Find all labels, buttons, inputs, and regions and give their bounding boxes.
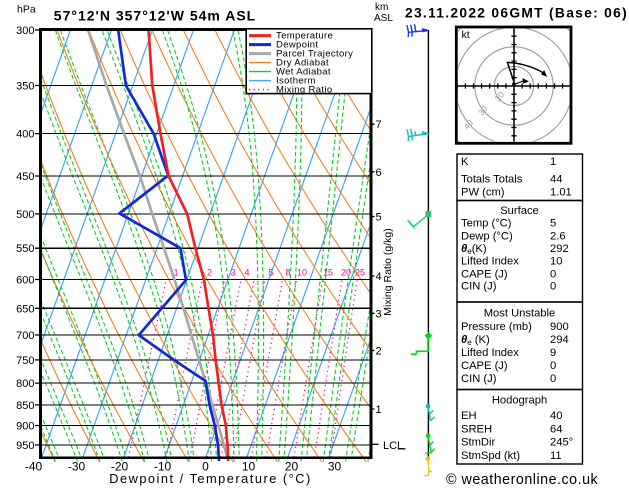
svg-text:25: 25 [355,268,365,278]
svg-text:1: 1 [173,268,178,278]
svg-text:900: 900 [16,421,34,433]
svg-text:CAPE (J): CAPE (J) [461,360,508,372]
svg-text:LCL: LCL [383,440,403,452]
svg-text:10: 10 [550,255,562,267]
svg-text:Mixing Ratio: Mixing Ratio [276,85,332,96]
svg-text:0: 0 [550,373,556,385]
svg-text:900: 900 [550,321,569,333]
svg-text:4: 4 [376,271,382,283]
svg-text:5: 5 [376,212,382,224]
svg-text:44: 44 [550,174,562,186]
svg-text:5: 5 [268,268,273,278]
svg-text:Wet Adiabat: Wet Adiabat [276,67,331,78]
svg-text:θe (K): θe (K) [461,334,490,347]
svg-text:-10: -10 [154,460,172,474]
svg-text:245°: 245° [550,437,573,449]
svg-text:57°12'N 357°12'W 54m ASL: 57°12'N 357°12'W 54m ASL [54,8,256,24]
svg-text:10: 10 [242,460,256,474]
svg-text:1: 1 [376,404,382,416]
svg-text:Most Unstable: Most Unstable [484,308,556,320]
svg-text:2: 2 [376,346,382,358]
svg-text:0: 0 [202,460,209,474]
svg-text:km: km [375,2,388,13]
svg-text:6: 6 [376,167,382,179]
svg-text:PW (cm): PW (cm) [461,187,505,199]
svg-text:Isotherm: Isotherm [276,76,316,87]
svg-text:Dry Adiabat: Dry Adiabat [276,58,329,69]
svg-text:Pressure (mb): Pressure (mb) [461,321,532,333]
svg-text:StmSpd (kt): StmSpd (kt) [461,450,520,462]
svg-text:hPa: hPa [17,4,36,16]
svg-text:64: 64 [550,423,562,435]
svg-text:Mixing Ratio (g/kg): Mixing Ratio (g/kg) [382,228,394,316]
svg-text:Temp (°C): Temp (°C) [461,218,512,230]
svg-text:© weatheronline.co.uk: © weatheronline.co.uk [446,472,599,486]
svg-text:3: 3 [230,268,235,278]
svg-text:5: 5 [550,218,556,230]
svg-text:11: 11 [550,450,562,462]
svg-text:350: 350 [16,81,34,93]
svg-text:2.6: 2.6 [550,230,566,242]
svg-text:700: 700 [16,330,34,342]
svg-text:ASL: ASL [374,13,393,24]
svg-text:Lifted Index: Lifted Index [461,255,519,267]
svg-text:3: 3 [376,308,382,320]
svg-text:θe(K): θe(K) [461,243,487,256]
svg-text:SREH: SREH [461,423,492,435]
svg-text:2: 2 [207,268,212,278]
svg-text:300: 300 [16,25,34,37]
svg-text:0: 0 [550,268,556,280]
svg-text:K: K [461,156,469,168]
svg-text:450: 450 [16,171,34,183]
svg-text:550: 550 [16,243,34,255]
svg-text:292: 292 [550,243,569,255]
svg-text:4: 4 [244,268,249,278]
svg-text:StmDir: StmDir [461,437,495,449]
svg-text:9: 9 [550,347,556,359]
svg-text:EH: EH [461,410,477,422]
svg-text:7: 7 [376,119,382,131]
svg-text:950: 950 [16,440,34,452]
svg-text:Parcel Trajectory: Parcel Trajectory [276,49,353,60]
svg-text:Totals Totals: Totals Totals [461,174,523,186]
svg-text:40: 40 [550,410,562,422]
svg-text:-40: -40 [25,460,43,474]
svg-text:30: 30 [328,460,342,474]
svg-text:kt: kt [462,29,470,41]
svg-text:Hodograph: Hodograph [492,395,547,407]
svg-text:Dewp (°C): Dewp (°C) [461,230,513,242]
svg-text:Dewpoint: Dewpoint [276,40,318,51]
svg-text:850: 850 [16,400,34,412]
svg-text:Dewpoint / Temperature (°C): Dewpoint / Temperature (°C) [109,471,312,486]
svg-text:15: 15 [323,268,333,278]
svg-text:Surface: Surface [500,205,539,217]
svg-text:1.01: 1.01 [550,187,572,199]
svg-text:8: 8 [285,268,290,278]
svg-text:800: 800 [16,378,34,390]
svg-text:500: 500 [16,209,34,221]
svg-text:-20: -20 [111,460,129,474]
svg-text:650: 650 [16,303,34,315]
svg-text:20: 20 [285,460,299,474]
svg-text:-30: -30 [68,460,86,474]
svg-text:CIN (J): CIN (J) [461,373,497,385]
svg-text:750: 750 [16,355,34,367]
svg-text:23.11.2022 06GMT (Base: 06): 23.11.2022 06GMT (Base: 06) [405,6,628,21]
svg-text:600: 600 [16,275,34,287]
svg-text:0: 0 [550,280,556,292]
svg-text:20: 20 [341,268,351,278]
svg-text:10: 10 [297,268,307,278]
svg-text:1: 1 [550,156,556,168]
svg-text:0: 0 [550,360,556,372]
svg-text:CAPE (J): CAPE (J) [461,268,508,280]
svg-text:Lifted Index: Lifted Index [461,347,519,359]
svg-text:294: 294 [550,334,569,346]
svg-text:400: 400 [16,129,34,141]
svg-text:Temperature: Temperature [276,31,333,42]
svg-text:CIN (J): CIN (J) [461,280,497,292]
